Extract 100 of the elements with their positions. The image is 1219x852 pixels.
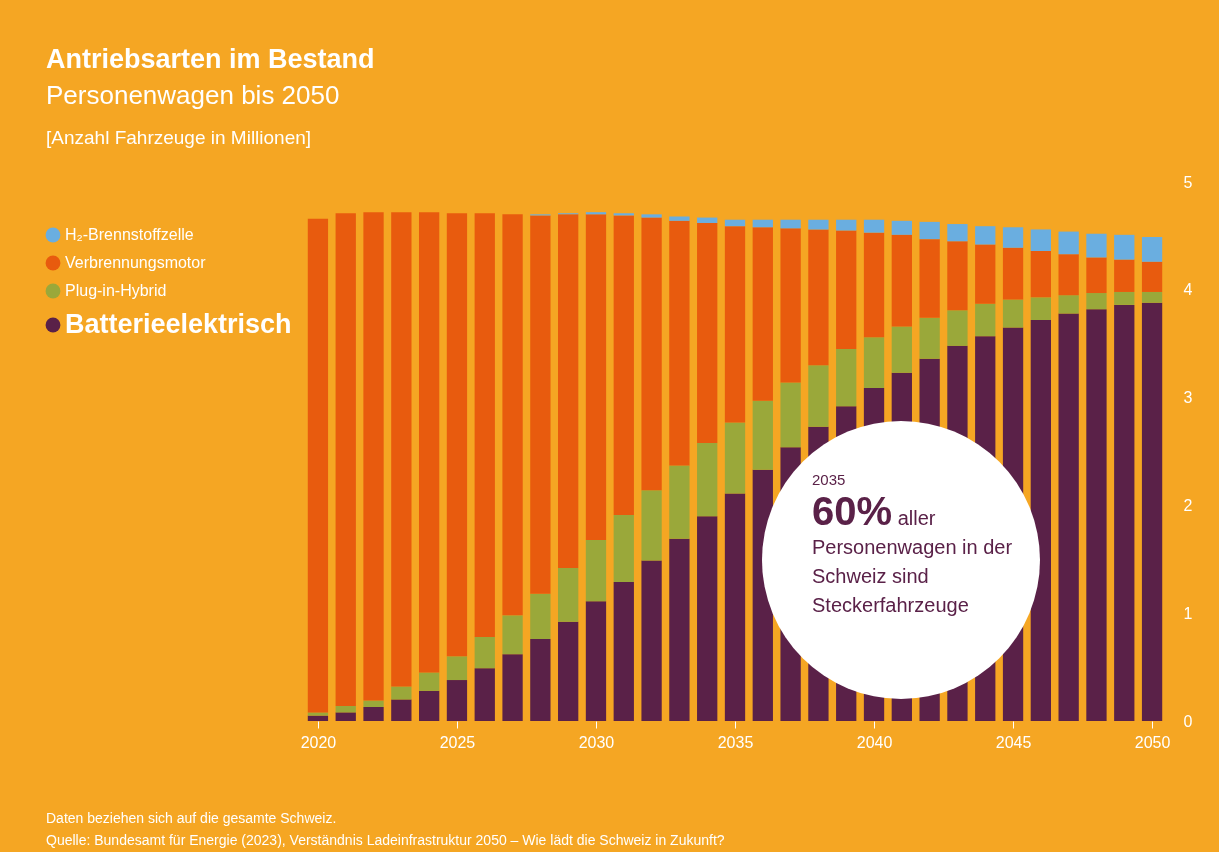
bar xyxy=(335,705,356,713)
bar xyxy=(446,213,468,657)
bar xyxy=(1058,231,1079,255)
chart-title: Antriebsarten im Bestand xyxy=(46,44,375,75)
bar xyxy=(863,219,885,233)
bar xyxy=(697,217,718,223)
y-tick-label: 5 xyxy=(1183,173,1193,191)
bar xyxy=(530,639,551,721)
bar xyxy=(1058,254,1079,296)
bar xyxy=(1002,227,1024,248)
bar xyxy=(530,593,551,640)
bar xyxy=(363,700,384,707)
bar xyxy=(1002,247,1024,300)
bar xyxy=(530,215,551,594)
bar xyxy=(780,382,801,448)
bar xyxy=(1002,299,1024,328)
bar xyxy=(474,636,495,669)
bar xyxy=(502,654,523,721)
bar xyxy=(975,244,996,304)
bar xyxy=(724,422,746,494)
bar xyxy=(808,229,829,366)
bar xyxy=(641,217,662,491)
bar xyxy=(585,212,607,215)
bar xyxy=(780,219,801,229)
bar xyxy=(752,227,773,401)
bar xyxy=(613,213,634,216)
bar xyxy=(558,567,579,622)
annotation: 2035 xyxy=(812,471,846,488)
bar xyxy=(307,712,329,716)
bar xyxy=(919,221,940,240)
bar xyxy=(641,560,662,721)
bar xyxy=(947,241,968,311)
x-tick-label: 2020 xyxy=(300,733,337,751)
bar xyxy=(975,226,996,245)
bar xyxy=(391,212,412,687)
y-tick-label: 1 xyxy=(1183,604,1193,622)
bar xyxy=(808,365,829,427)
bar xyxy=(502,615,523,655)
bar xyxy=(613,215,634,516)
bar xyxy=(446,680,468,721)
source-note: Quelle: Bundesamt für Energie (2023), Verständnis Ladeinfrastruktur 2050 – Wie lädt die Schweiz in Zukunft? xyxy=(46,832,725,848)
bar xyxy=(780,228,801,383)
x-tick-label: 2050 xyxy=(1134,733,1171,751)
legend-label: Plug-in-Hybrid xyxy=(65,282,167,299)
bar xyxy=(724,226,746,423)
y-tick-label: 4 xyxy=(1183,281,1193,299)
bar xyxy=(697,516,718,721)
bar xyxy=(891,326,912,373)
bar xyxy=(752,219,773,228)
bar xyxy=(724,219,746,227)
bar xyxy=(836,219,857,231)
bar xyxy=(613,581,634,721)
bar xyxy=(307,218,329,713)
bar xyxy=(1114,259,1135,292)
annotation: 60% xyxy=(812,489,893,533)
bar xyxy=(1141,236,1163,262)
bar xyxy=(919,239,940,318)
bar xyxy=(585,601,607,721)
legend-label: Verbrennungsmotor xyxy=(65,254,207,271)
bar xyxy=(947,224,968,242)
bar xyxy=(641,214,662,218)
bar xyxy=(836,349,857,407)
bar xyxy=(502,214,523,616)
bar xyxy=(697,442,718,517)
bar xyxy=(752,400,773,470)
bar xyxy=(335,213,356,706)
bar xyxy=(1086,293,1107,310)
bar xyxy=(585,539,607,602)
bar xyxy=(419,672,440,691)
bar xyxy=(391,699,412,721)
bar xyxy=(669,216,690,221)
legend-label: H₂-Brennstoffzelle xyxy=(65,226,194,243)
bar xyxy=(474,213,495,637)
bar xyxy=(1141,291,1163,303)
bar xyxy=(669,465,690,539)
bar xyxy=(1114,234,1135,260)
chart-subtitle: Personenwagen bis 2050 xyxy=(46,80,340,111)
bar xyxy=(1030,250,1051,298)
x-tick-label: 2030 xyxy=(578,733,615,751)
bar xyxy=(836,230,857,350)
x-tick-label: 2040 xyxy=(856,733,893,751)
bar xyxy=(335,712,356,721)
bar xyxy=(863,337,885,388)
bar xyxy=(1030,229,1051,251)
bar xyxy=(947,310,968,346)
bar xyxy=(307,715,329,721)
bar xyxy=(863,232,885,338)
bar xyxy=(1030,319,1051,721)
bar xyxy=(391,686,412,700)
bar xyxy=(669,220,690,466)
bar xyxy=(558,214,579,568)
bar xyxy=(1141,261,1163,292)
y-tick-label: 3 xyxy=(1183,389,1193,407)
bar xyxy=(1114,291,1135,305)
x-tick-label: 2035 xyxy=(717,733,754,751)
x-tick-label: 2025 xyxy=(439,733,476,751)
bar xyxy=(446,656,468,681)
y-axis-title: [Anzahl Fahrzeuge in Millionen] xyxy=(46,127,312,149)
bar xyxy=(1086,233,1107,258)
bar xyxy=(641,490,662,561)
